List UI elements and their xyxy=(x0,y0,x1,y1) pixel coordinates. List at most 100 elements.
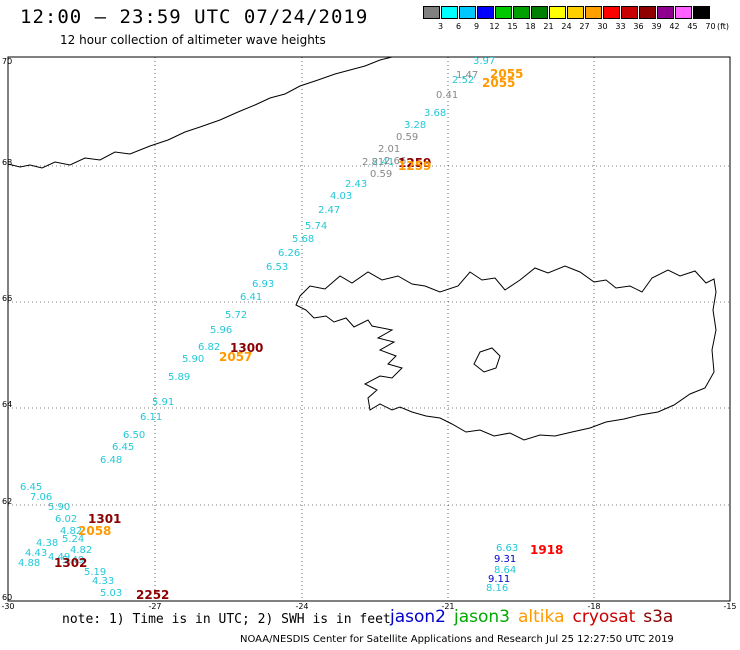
wave-height-value: 0.41 xyxy=(436,90,458,101)
units-note: note: 1) Time is in UTC; 2) SWH is in fe… xyxy=(62,612,391,627)
wave-height-value: 6.63 xyxy=(496,543,518,554)
wave-height-value: 5.74 xyxy=(305,221,327,232)
color-swatch xyxy=(657,6,674,19)
wave-height-value: 2.52 xyxy=(452,75,474,86)
credit-line: NOAA/NESDIS Center for Satellite Applica… xyxy=(240,634,674,645)
latitude-label: 66 xyxy=(2,294,12,303)
latitude-label: 70 xyxy=(2,57,12,66)
wave-height-value: 6.50 xyxy=(123,430,145,441)
wave-height-value: 9.31 xyxy=(494,554,516,565)
wave-height-value: 6.26 xyxy=(278,248,300,259)
color-scale-label: 21 xyxy=(543,22,554,31)
legend-jason3: jason3 xyxy=(454,607,510,627)
satellite-legend: jason2 jason3 altika cryosat s3a xyxy=(390,607,681,627)
color-scale-label: 45 xyxy=(687,22,698,31)
wave-height-value: 4.38 xyxy=(36,538,58,549)
wave-height-value: 6.48 xyxy=(100,455,122,466)
color-scale-label: 6 xyxy=(455,22,462,31)
longitude-label: -24 xyxy=(295,602,308,611)
latitude-label: 68 xyxy=(2,158,12,167)
color-swatch xyxy=(459,6,476,19)
pass-time-label: 1259 xyxy=(398,159,431,173)
wave-height-value: 2.43 xyxy=(345,179,367,190)
wave-height-value: 3.28 xyxy=(404,120,426,131)
lat-lon-grid xyxy=(8,57,730,601)
satellite-observations: 3.97 2.52 3.683.28 2.41 2.434.03 2.47 5.74 5.68… xyxy=(18,56,563,602)
color-swatch xyxy=(477,6,494,19)
color-swatch xyxy=(567,6,584,19)
iceland-lake-outline xyxy=(473,347,501,373)
longitude-label: -30 xyxy=(1,602,14,611)
pass-time-label: 1918 xyxy=(530,543,563,557)
wave-height-value: 5.96 xyxy=(210,325,232,336)
wave-height-value: 6.53 xyxy=(266,262,288,273)
wave-height-value: 0.59 xyxy=(396,132,418,143)
legend-s3a: s3a xyxy=(643,607,674,627)
wave-height-value: 2.81 xyxy=(362,157,384,168)
color-scale-label: 36 xyxy=(633,22,644,31)
wave-height-value: 4.82 xyxy=(60,526,82,537)
color-scale-label: 12 xyxy=(489,22,500,31)
wave-height-value: 5.24 xyxy=(62,534,84,545)
legend-altika: altika xyxy=(518,607,565,627)
wave-height-value: 5.90 xyxy=(48,502,70,513)
page-subtitle: 12 hour collection of altimeter wave hei… xyxy=(60,33,326,47)
wave-height-value: 9.11 xyxy=(488,574,510,585)
color-scale-label: 30 xyxy=(597,22,608,31)
wave-height-value: 3.97 xyxy=(473,56,495,67)
iceland-coastline xyxy=(295,265,717,441)
color-scale-label: 39 xyxy=(651,22,662,31)
wave-height-value: 8.16 xyxy=(486,583,508,594)
legend-cryosat: cryosat xyxy=(572,607,636,627)
color-swatch xyxy=(495,6,512,19)
color-swatch xyxy=(675,6,692,19)
longitude-label: -18 xyxy=(587,602,600,611)
wave-height-value: 1.47 xyxy=(456,70,478,81)
color-swatch xyxy=(585,6,602,19)
color-scale-label: 18 xyxy=(525,22,536,31)
color-swatch xyxy=(603,6,620,19)
longitude-label: -27 xyxy=(148,602,161,611)
wave-height-value: 6.93 xyxy=(252,279,274,290)
color-swatch xyxy=(693,6,710,19)
wave-height-value: 6.45 xyxy=(20,482,42,493)
wave-height-value: 4.33 xyxy=(92,576,114,587)
color-swatch xyxy=(423,6,440,19)
color-swatch xyxy=(531,6,548,19)
wave-height-value: 6.11 xyxy=(140,412,162,423)
color-scale-label: 24 xyxy=(561,22,572,31)
wave-height-value: 5.90 xyxy=(182,354,204,365)
wave-height-value: 5.72 xyxy=(225,310,247,321)
pass-time-label: 2055 xyxy=(490,67,523,81)
color-scale-label: 70 xyxy=(705,22,716,31)
wave-height-value: 4.82 xyxy=(70,545,92,556)
pass-time-label: 1300 xyxy=(230,341,263,355)
color-scale-label: 3 xyxy=(437,22,444,31)
latitude-label: 62 xyxy=(2,497,12,506)
map-frame xyxy=(7,56,731,602)
wave-height-value: 3.68 xyxy=(424,108,446,119)
legend-jason2: jason2 xyxy=(390,607,446,627)
wave-height-value: 7.06 xyxy=(30,492,52,503)
wave-height-value: 5.91 xyxy=(152,397,174,408)
wave-height-value: 6.82 xyxy=(198,342,220,353)
wave-height-value: 6.41 xyxy=(240,292,262,303)
pass-time-label: 2055 xyxy=(482,76,515,90)
color-scale-label: 33 xyxy=(615,22,626,31)
wave-height-value: 5.03 xyxy=(100,588,122,599)
wave-height-value: 2.66 xyxy=(384,156,406,167)
color-scale-label: 42 xyxy=(669,22,680,31)
wave-height-value: 2.41 xyxy=(372,157,394,168)
wave-height-value: 0.59 xyxy=(370,169,392,180)
pass-time-label: 1259 xyxy=(398,156,431,170)
wave-height-value: 4.03 xyxy=(330,191,352,202)
wave-height-value: 5.49 xyxy=(62,555,84,566)
wave-height-value: 5.68 xyxy=(292,234,314,245)
color-swatch xyxy=(621,6,638,19)
pass-time-label: 1302 xyxy=(54,556,87,570)
pass-time-label: 2252 xyxy=(136,588,169,602)
wave-height-value: 5.89 xyxy=(168,372,190,383)
color-scale-label: 9 xyxy=(473,22,480,31)
wave-height-value: 2.01 xyxy=(378,144,400,155)
